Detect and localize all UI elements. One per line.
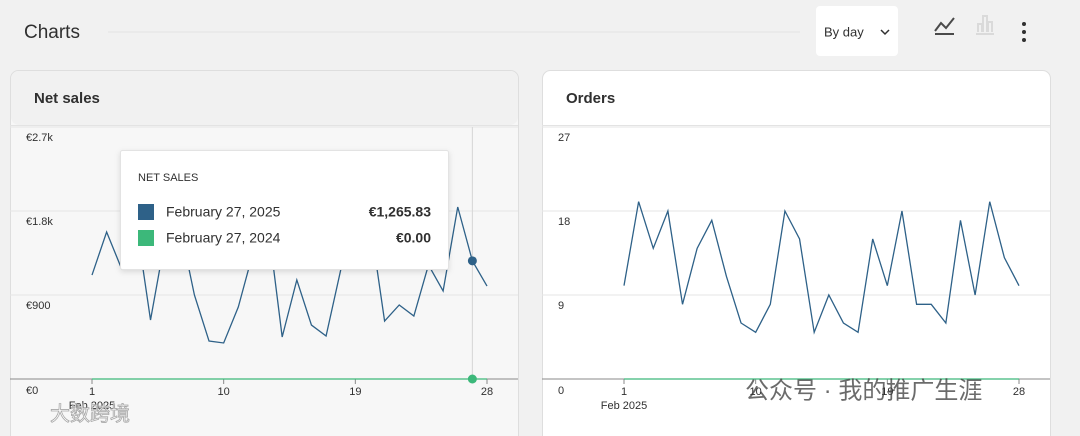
- interval-label: By day: [824, 24, 864, 39]
- x-tick-label: 19: [349, 386, 361, 398]
- watermark: 公众号 · 我的推广生涯: [745, 377, 982, 404]
- x-tick-label: 19: [881, 386, 893, 398]
- y-tick-label: 27: [558, 132, 570, 144]
- chevron: [880, 29, 890, 36]
- tooltip: [120, 150, 449, 270]
- x-tick-label: 10: [750, 386, 762, 398]
- tooltip-label: February 27, 2025: [166, 204, 281, 220]
- series-line: [623, 201, 1020, 335]
- bar-chart-icon[interactable]: [976, 15, 994, 35]
- y-tick-label: €0: [26, 385, 38, 397]
- x-axis-label: Feb 2025: [601, 400, 647, 412]
- tooltip-title: NET SALES: [138, 172, 198, 184]
- watermark: 大数跨境: [50, 402, 130, 425]
- y-tick-label: €1.8k: [26, 216, 53, 228]
- line-chart-icon[interactable]: [934, 17, 955, 35]
- card-title: Net sales: [34, 90, 100, 107]
- page-title: Charts: [24, 22, 80, 43]
- x-axis-label: Feb 2025: [69, 400, 115, 412]
- card: [542, 70, 1051, 436]
- x-tick-label: 10: [218, 386, 230, 398]
- x-tick-label: 1: [89, 386, 95, 398]
- y-tick-label: €2.7k: [26, 132, 53, 144]
- y-tick-label: 9: [558, 300, 564, 312]
- card-header: [11, 71, 518, 125]
- interval-select[interactable]: [816, 6, 898, 56]
- highlight-dot: [467, 374, 477, 384]
- y-tick-label: 18: [558, 216, 570, 228]
- tooltip-value: €0.00: [396, 230, 431, 246]
- tooltip-swatch: [138, 230, 154, 246]
- tooltip-label: February 27, 2024: [166, 230, 281, 246]
- y-tick-label: €900: [26, 300, 50, 312]
- x-tick-label: 1: [621, 386, 627, 398]
- y-tick-label: 0: [558, 385, 564, 397]
- more-menu[interactable]: [1022, 22, 1026, 42]
- card-title: Orders: [566, 90, 615, 107]
- tooltip-swatch: [138, 204, 154, 220]
- series-line: [91, 206, 488, 344]
- x-tick-label: 28: [481, 386, 493, 398]
- tooltip-value: €1,265.83: [369, 204, 431, 220]
- highlight-dot: [467, 256, 477, 266]
- x-tick-label: 28: [1013, 386, 1025, 398]
